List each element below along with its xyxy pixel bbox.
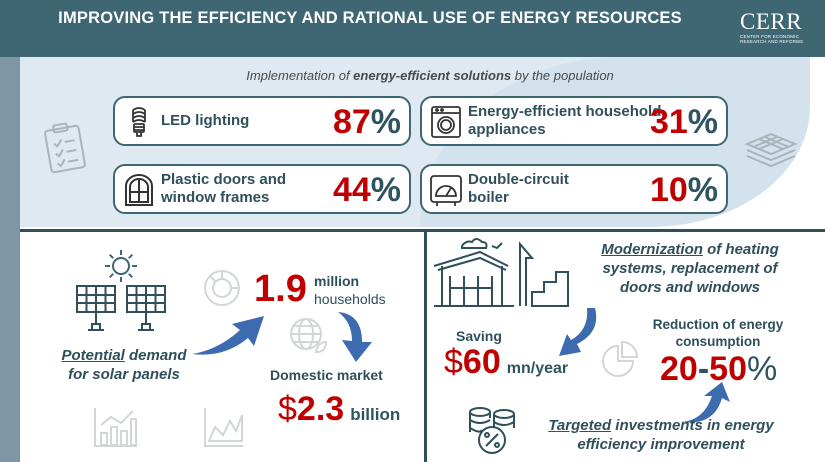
donut-chart-icon — [204, 270, 240, 306]
section-subtitle: Implementation of energy-efficient solut… — [246, 68, 614, 83]
potential-demand-text: Potential demand for solar panels — [61, 347, 187, 383]
curved-arrow-up-icon — [192, 316, 264, 355]
saving-value: $60 mn/year — [444, 343, 569, 381]
logo-text: CERR — [740, 9, 803, 34]
targeted-investments-text: Targeted investments in energy efficienc… — [548, 417, 774, 453]
horizontal-divider — [20, 229, 825, 232]
solar-panels-icon — [76, 285, 166, 331]
households-unit: million households — [314, 273, 386, 307]
saving-label: Saving — [456, 328, 502, 344]
led-bulb-icon — [132, 107, 146, 137]
card-led-lighting: LED lighting 87% — [113, 96, 411, 146]
domestic-market-value: $2.3 billion — [278, 390, 401, 428]
card-value: 31% — [649, 103, 718, 141]
card-label: LED lighting — [161, 112, 250, 129]
area-chart-icon — [204, 408, 243, 447]
card-label: Energy-efficient household appliances — [468, 103, 662, 138]
globe-leaf-icon — [290, 318, 328, 354]
card-label: Double-circuit boiler — [468, 171, 569, 206]
modern-house-icon — [433, 238, 569, 307]
logo-subtext: CENTER FOR ECONOMIC RESEARCH AND REFORMS — [740, 34, 804, 44]
curved-arrow-left-icon — [559, 308, 597, 356]
growth-chart-icon — [94, 408, 137, 447]
curved-arrow-down-icon — [338, 312, 372, 362]
vertical-divider — [424, 232, 427, 462]
card-label: Plastic doors and window frames — [161, 171, 287, 206]
page-title: IMPROVING THE EFFICIENCY AND RATIONAL US… — [58, 9, 682, 27]
window-icon — [125, 174, 153, 206]
curved-arrow-right-up-icon — [682, 382, 730, 423]
households-value: 1.9 — [254, 268, 307, 310]
boiler-gauge-icon — [430, 175, 462, 206]
clipboard-checklist-icon — [44, 122, 86, 174]
washing-machine-icon — [431, 106, 461, 138]
sun-icon — [105, 250, 137, 282]
reduction-value: 20-50% — [660, 350, 778, 388]
modernization-text: Modernization of heating systems, replac… — [601, 241, 779, 296]
pie-chart-icon — [602, 340, 639, 377]
card-plastic-doors-windows: Plastic doors and window frames 44% — [113, 164, 411, 214]
card-value: 44% — [332, 171, 401, 209]
card-double-circuit-boiler: Double-circuit boiler 10% — [420, 164, 728, 214]
header-bar — [0, 0, 825, 57]
card-value: 10% — [649, 171, 718, 209]
card-value: 87% — [332, 103, 401, 141]
domestic-market-label: Domestic market — [270, 367, 383, 383]
card-energy-efficient-appliances: Energy-efficient household appliances 31… — [420, 96, 728, 146]
layers-icon — [744, 132, 798, 168]
cerr-logo: CERR CENTER FOR ECONOMIC RESEARCH AND RE… — [740, 10, 818, 48]
coins-percent-icon — [469, 407, 515, 454]
reduction-label: Reduction of energy consumption — [652, 317, 784, 349]
left-accent-strip — [0, 57, 20, 462]
